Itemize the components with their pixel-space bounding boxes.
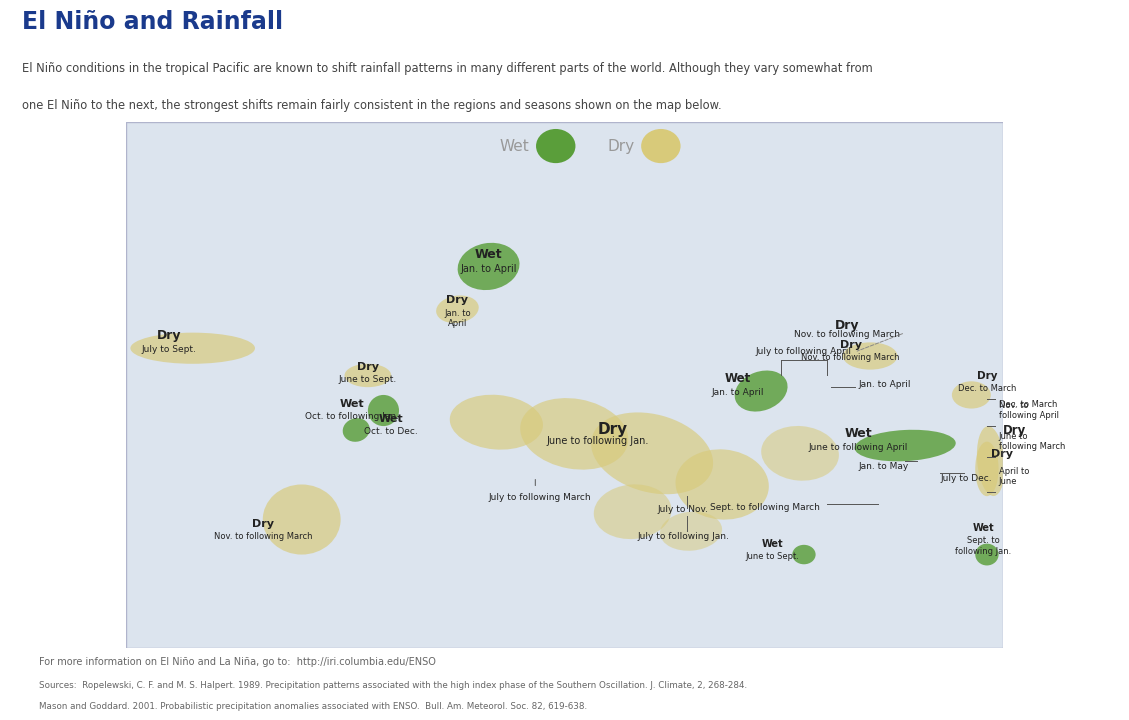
Text: Wet: Wet [725,372,751,385]
Ellipse shape [793,545,815,564]
Ellipse shape [952,382,991,408]
Text: Dry: Dry [1003,424,1026,437]
Text: June to Sept.: June to Sept. [746,552,799,561]
Text: Dry: Dry [157,329,182,343]
Ellipse shape [457,243,519,290]
Ellipse shape [436,295,479,323]
Text: July to Nov.: July to Nov. [658,505,709,514]
Text: Dry: Dry [840,340,861,350]
Text: Dry: Dry [446,295,469,305]
Text: Nov. to following March: Nov. to following March [802,354,900,362]
Text: Nov. to following March: Nov. to following March [794,330,900,338]
Ellipse shape [660,512,723,551]
Text: Wet: Wet [844,427,873,440]
Text: June to
following March: June to following March [999,432,1065,451]
Ellipse shape [263,485,341,554]
Text: July to following Jan.: July to following Jan. [637,532,729,541]
Text: Dry: Dry [252,519,273,529]
Text: Jan. to April: Jan. to April [711,388,764,397]
Ellipse shape [675,449,769,520]
Text: July to Sept.: July to Sept. [142,346,196,354]
Ellipse shape [343,418,369,442]
Ellipse shape [449,395,543,450]
Text: Wet: Wet [340,399,365,408]
Ellipse shape [641,129,681,163]
Text: Wet: Wet [762,539,784,549]
Text: For more information on El Niño and La Niña, go to:  http://iri.columbia.edu/ENS: For more information on El Niño and La N… [40,657,436,667]
Text: one El Niño to the next, the strongest shifts remain fairly consistent in the re: one El Niño to the next, the strongest s… [23,99,721,112]
Text: Dry: Dry [991,449,1014,459]
Text: Wet: Wet [379,414,403,424]
Text: July to following March: July to following March [489,493,592,502]
Text: June to Sept.: June to Sept. [339,374,397,384]
Text: Oct. to following Jan.: Oct. to following Jan. [305,412,400,420]
Text: June to following Jan.: June to following Jan. [546,436,649,446]
Ellipse shape [594,485,672,539]
Text: Dec. to March: Dec. to March [957,384,1016,393]
Ellipse shape [130,333,255,364]
Text: Dec. to March: Dec. to March [999,400,1057,409]
Text: Dry: Dry [598,422,628,437]
Text: July to Dec.: July to Dec. [940,474,992,482]
Text: El Niño conditions in the tropical Pacific are known to shift rainfall patterns : El Niño conditions in the tropical Pacif… [23,63,873,76]
Text: Dry: Dry [977,372,997,382]
Ellipse shape [975,544,999,565]
Text: El Niño and Rainfall: El Niño and Rainfall [23,9,283,34]
Ellipse shape [344,364,392,387]
Text: Nov. to following March: Nov. to following March [213,532,312,541]
Ellipse shape [735,371,788,412]
Ellipse shape [536,129,576,163]
Ellipse shape [761,426,839,481]
Text: April to
June: April to June [999,467,1029,487]
Text: Jan. to May: Jan. to May [859,462,909,471]
Text: Dry: Dry [607,138,634,153]
Ellipse shape [977,426,1005,496]
Text: Wet: Wet [475,248,502,261]
Ellipse shape [855,430,956,462]
Text: Jan. to
April: Jan. to April [444,308,471,328]
Text: June to following April: June to following April [808,443,908,452]
Text: Dry: Dry [834,319,859,332]
Text: Oct. to Dec.: Oct. to Dec. [365,427,418,436]
Text: Sept. to following March: Sept. to following March [710,503,820,512]
Text: Dry: Dry [357,361,379,372]
Text: Wet: Wet [500,138,530,153]
Text: Nov. to
following April: Nov. to following April [999,401,1059,420]
Text: Mason and Goddard. 2001. Probabilistic precipitation anomalies associated with E: Mason and Goddard. 2001. Probabilistic p… [40,702,587,711]
Ellipse shape [368,395,399,426]
Text: Sept. to
following Jan.: Sept. to following Jan. [955,536,1012,556]
Text: July to following April: July to following April [756,347,852,356]
Ellipse shape [843,343,898,369]
Ellipse shape [975,441,999,496]
Text: Wet: Wet [972,523,994,533]
Ellipse shape [592,413,714,494]
Text: Sources:  Ropelewski, C. F. and M. S. Halpert. 1989. Precipitation patterns asso: Sources: Ropelewski, C. F. and M. S. Hal… [40,681,747,690]
Ellipse shape [520,398,628,469]
Text: Jan. to April: Jan. to April [858,380,911,389]
Text: Jan. to April: Jan. to April [461,264,517,274]
